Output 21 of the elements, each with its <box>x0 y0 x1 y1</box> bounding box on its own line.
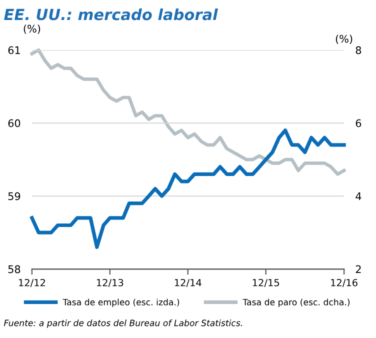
x-tick-label: 12/13 <box>96 278 124 288</box>
x-tick-label: 12/12 <box>19 278 45 288</box>
x-tick-label: 12/14 <box>174 278 202 288</box>
y2-tick-label: 8 <box>356 46 362 54</box>
y-tick-label: 58 <box>8 265 20 274</box>
y-tick-label: 60 <box>8 119 20 128</box>
y-tick-label: 59 <box>8 192 20 200</box>
x-tick-label: 12/16 <box>331 278 358 288</box>
legend-label: Tasa de empleo (esc. izda.) <box>62 298 180 308</box>
y2-tick-label: 6 <box>356 119 362 128</box>
line-series <box>30 128 346 249</box>
y2-axis-title: (%) <box>336 34 352 44</box>
y2-tick-label: 2 <box>356 265 361 274</box>
y2-tick-label: 4 <box>356 192 362 200</box>
y-tick-label: 61 <box>8 46 20 54</box>
x-tick-label: 12/15 <box>252 278 280 288</box>
y-axis-title: (%) <box>24 24 40 34</box>
chart-title: EE. UU.: mercado laboral <box>4 8 218 20</box>
legend-label: Tasa de paro (esc. dcha.) <box>242 298 350 308</box>
line-series <box>30 48 346 176</box>
source-note: Fuente: a partir de datos del Bureau of Labor Statistics. <box>4 320 242 328</box>
